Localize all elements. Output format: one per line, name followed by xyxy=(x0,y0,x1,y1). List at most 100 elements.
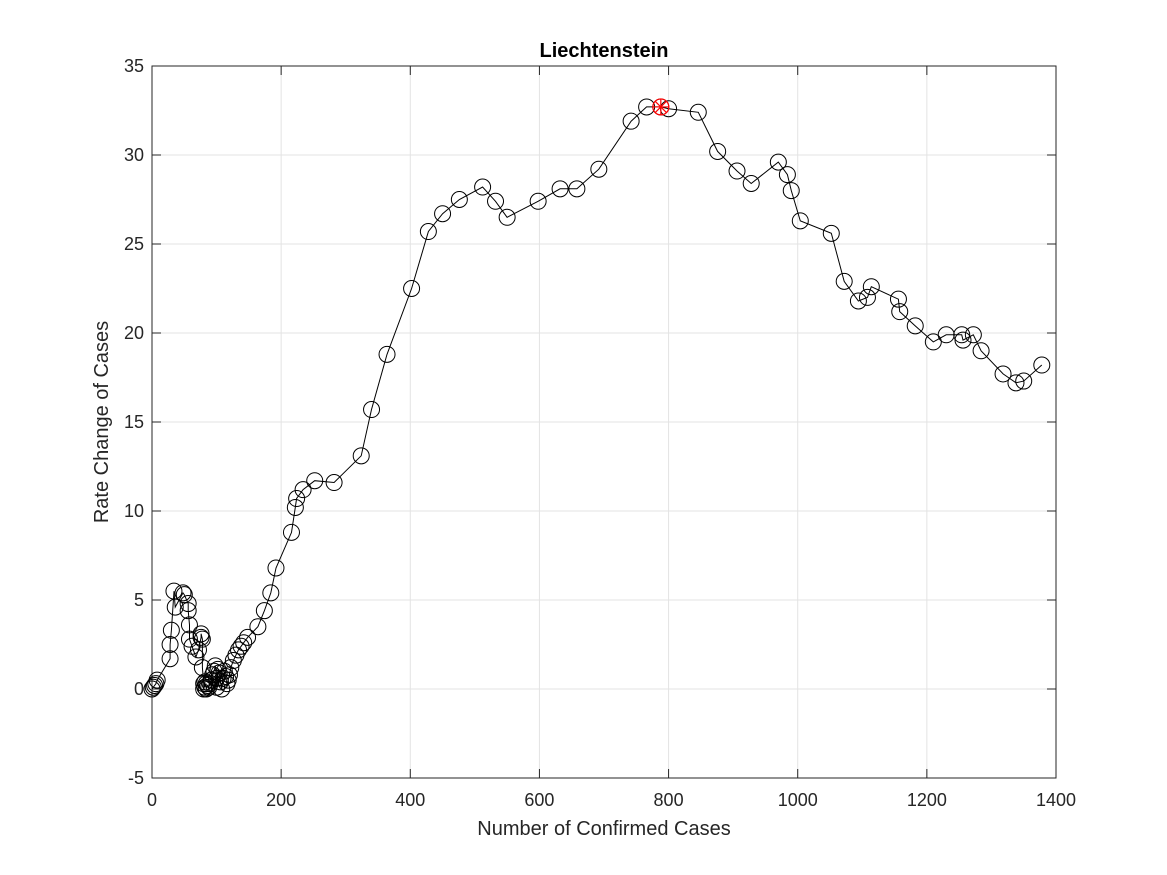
y-tick-label: 35 xyxy=(124,56,144,76)
x-tick-label: 600 xyxy=(524,790,554,810)
data-point xyxy=(325,474,343,492)
data-point xyxy=(192,625,210,643)
data-point xyxy=(363,401,381,419)
x-axis-label: Number of Confirmed Cases xyxy=(477,818,730,840)
peak-asterisk-stroke xyxy=(654,100,667,113)
data-point xyxy=(498,208,516,226)
data-point xyxy=(193,630,211,648)
data-point xyxy=(352,447,370,465)
data-point xyxy=(742,174,760,192)
y-tick-label: 25 xyxy=(124,234,144,254)
data-point xyxy=(906,317,924,335)
x-tick-label: 1400 xyxy=(1036,790,1076,810)
data-point xyxy=(622,112,640,130)
y-tick-label: 20 xyxy=(124,323,144,343)
data-point xyxy=(529,192,547,210)
x-tick-label: 400 xyxy=(395,790,425,810)
data-point xyxy=(403,280,421,297)
data-point xyxy=(161,650,179,668)
y-tick-label: 5 xyxy=(134,590,144,610)
data-point xyxy=(1033,356,1051,374)
data-point xyxy=(294,481,312,499)
data-point xyxy=(162,621,180,639)
data-point xyxy=(849,292,867,310)
data-point xyxy=(255,602,273,620)
data-point xyxy=(434,205,452,223)
data-point xyxy=(148,671,166,689)
x-tick-label: 0 xyxy=(147,790,157,810)
y-axis-label: Rate Change of Cases xyxy=(91,321,113,523)
y-tick-label: 0 xyxy=(134,679,144,699)
data-point xyxy=(568,180,586,198)
data-point xyxy=(954,331,972,349)
data-point xyxy=(174,584,192,602)
data-point xyxy=(972,342,990,360)
data-point xyxy=(187,648,205,666)
data-point xyxy=(953,326,971,344)
data-point xyxy=(889,290,907,308)
data-point xyxy=(199,676,217,694)
data-point xyxy=(180,616,198,634)
y-tick-label: 15 xyxy=(124,412,144,432)
data-point xyxy=(994,365,1012,383)
data-point xyxy=(222,659,240,677)
data-point xyxy=(378,345,396,363)
data-point xyxy=(822,224,840,242)
data-point xyxy=(179,595,197,613)
data-point xyxy=(551,180,569,198)
data-point xyxy=(232,637,250,655)
data-point xyxy=(197,675,215,693)
data-point xyxy=(891,303,909,321)
data-point xyxy=(964,326,982,344)
data-point xyxy=(924,333,942,351)
data-point xyxy=(179,602,197,620)
data-points xyxy=(143,98,1051,698)
tick-labels: 0 200 400 600 800 1000 1200 1400-50510152025303… xyxy=(124,56,1076,810)
data-point xyxy=(590,160,608,178)
axes xyxy=(151,65,1057,779)
data-point xyxy=(220,666,238,684)
data-point xyxy=(474,178,492,196)
y-tick-label: -5 xyxy=(128,768,144,788)
x-tick-label: 1200 xyxy=(907,790,947,810)
data-point xyxy=(143,680,161,698)
data-point xyxy=(235,634,253,652)
x-tick-label: 800 xyxy=(654,790,684,810)
data-point xyxy=(769,153,787,171)
data-point xyxy=(211,673,229,691)
peak-marker xyxy=(652,98,670,116)
x-tick-label: 1000 xyxy=(778,790,818,810)
data-point xyxy=(286,498,304,516)
data-point xyxy=(709,142,727,160)
data-point xyxy=(213,680,231,698)
data-point xyxy=(858,288,876,306)
data-point xyxy=(450,191,468,208)
data-point xyxy=(791,212,809,230)
data-point xyxy=(219,671,237,689)
data-point xyxy=(778,166,796,184)
data-point xyxy=(267,559,285,577)
data-point xyxy=(262,584,280,602)
data-point xyxy=(1007,374,1025,392)
data-point xyxy=(782,182,800,200)
data-point xyxy=(192,628,210,646)
data-point xyxy=(937,326,955,344)
data-point xyxy=(217,668,235,686)
data-point xyxy=(166,598,184,616)
data-point xyxy=(282,523,300,541)
data-point xyxy=(689,103,707,121)
data-point xyxy=(249,618,267,636)
chart-title: Liechtenstein xyxy=(540,40,669,62)
data-point xyxy=(175,586,193,604)
data-point xyxy=(835,272,853,290)
data-point xyxy=(728,162,746,180)
data-point xyxy=(419,223,437,241)
data-point xyxy=(161,636,179,653)
data-point xyxy=(1015,372,1033,390)
x-tick-label: 200 xyxy=(266,790,296,810)
data-point xyxy=(487,192,505,210)
data-point xyxy=(862,278,880,296)
y-tick-label: 30 xyxy=(124,145,144,165)
data-point xyxy=(239,628,257,646)
